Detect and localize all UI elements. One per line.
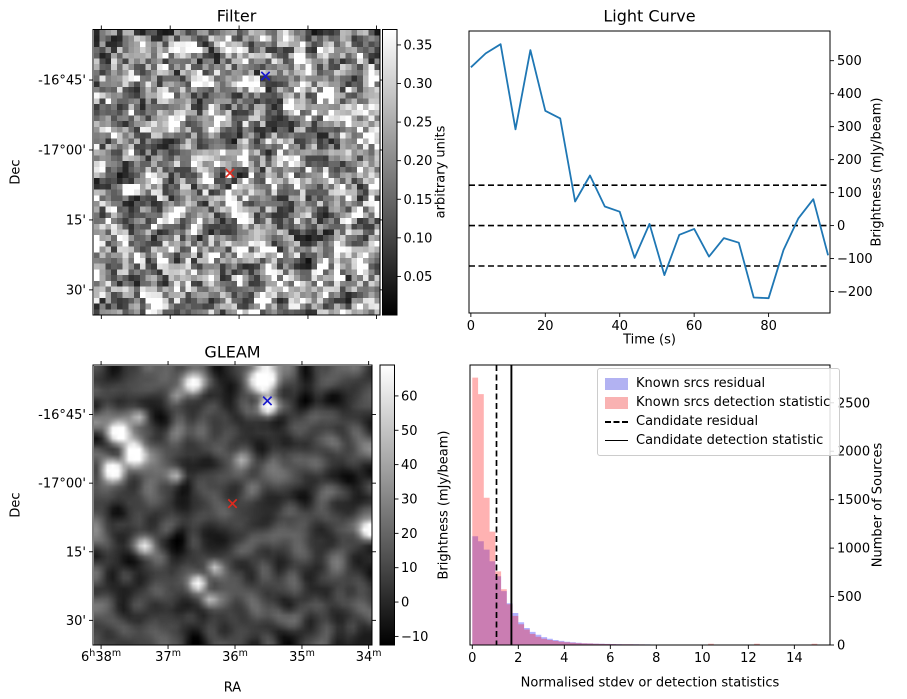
- svg-text:12: 12: [740, 651, 757, 666]
- legend-label: Known srcs residual: [636, 376, 766, 391]
- svg-text:−10: −10: [401, 630, 428, 645]
- svg-text:1000: 1000: [837, 542, 870, 557]
- gleam-noise-image: [93, 365, 372, 645]
- svg-text:0: 0: [837, 219, 845, 234]
- legend-label: Known srcs detection statistic: [636, 395, 831, 410]
- svg-text:35m: 35m: [289, 648, 315, 665]
- svg-text:1500: 1500: [837, 493, 870, 508]
- histogram-series-0: [472, 536, 818, 645]
- svg-text:200: 200: [837, 153, 862, 168]
- light-curve-xlabel: Time (s): [623, 332, 676, 348]
- svg-text:34m: 34m: [356, 648, 382, 665]
- svg-text:10: 10: [401, 561, 418, 576]
- svg-text:14: 14: [786, 651, 803, 666]
- svg-text:0.10: 0.10: [404, 231, 433, 246]
- legend-swatch-dashed-line: [605, 420, 628, 423]
- gleam-ylabel: Dec: [8, 492, 24, 518]
- svg-text:30: 30: [401, 492, 418, 507]
- histogram-xlabel: Normalised stdev or detection statistics: [520, 675, 780, 691]
- svg-text:-16°45': -16°45': [38, 74, 86, 89]
- svg-text:500: 500: [837, 590, 862, 605]
- svg-text:0.20: 0.20: [404, 154, 433, 169]
- gleam-colorbar-label: Brightness (mJy/beam): [436, 430, 452, 580]
- svg-text:2500: 2500: [837, 396, 870, 411]
- svg-text:40: 40: [611, 319, 628, 334]
- svg-text:80: 80: [760, 319, 777, 334]
- svg-text:0: 0: [401, 596, 409, 611]
- svg-text:8: 8: [652, 651, 660, 666]
- legend-label: Candidate detection statistic: [636, 433, 824, 448]
- legend-swatch-solid-line: [605, 440, 628, 441]
- svg-text:400: 400: [837, 87, 862, 102]
- svg-text:30': 30': [66, 283, 86, 298]
- svg-text:0.15: 0.15: [404, 193, 433, 208]
- legend-item-known-detstat: Known srcs detection statistic: [605, 393, 830, 412]
- svg-text:10: 10: [694, 651, 711, 666]
- filter-ylabel: Dec: [8, 159, 24, 185]
- svg-text:0.05: 0.05: [404, 270, 433, 285]
- svg-text:−100: −100: [837, 252, 873, 267]
- legend-label: Candidate residual: [636, 414, 759, 429]
- svg-text:0: 0: [837, 639, 845, 654]
- legend-swatch-blue-patch: [605, 377, 628, 390]
- svg-text:4: 4: [560, 651, 568, 666]
- svg-text:20: 20: [401, 527, 418, 542]
- svg-text:300: 300: [837, 120, 862, 135]
- filter-colorbar-label: arbitrary units: [433, 125, 449, 219]
- filter-noise-image: [93, 30, 380, 315]
- light-curve-ylabel: Brightness (mJy/beam): [869, 97, 885, 247]
- known-source-marker-x: [260, 71, 271, 81]
- gleam-title: GLEAM: [204, 342, 261, 362]
- candidate-marker-x: [227, 498, 238, 509]
- svg-text:-17°00': -17°00': [38, 143, 86, 158]
- svg-text:−200: −200: [837, 285, 873, 300]
- svg-text:15': 15': [66, 213, 86, 228]
- legend-item-candidate-detstat: Candidate detection statistic: [605, 431, 830, 450]
- svg-text:60: 60: [401, 389, 418, 404]
- svg-text:50: 50: [401, 424, 418, 439]
- svg-text:30': 30': [66, 614, 86, 629]
- svg-text:0: 0: [467, 319, 475, 334]
- candidate-marker-x: [225, 168, 235, 178]
- svg-text:6h38m: 6h38m: [81, 648, 121, 665]
- svg-text:60: 60: [686, 319, 703, 334]
- svg-text:37m: 37m: [155, 648, 181, 665]
- svg-text:2000: 2000: [837, 445, 870, 460]
- svg-text:500: 500: [837, 54, 862, 69]
- legend-item-known-residual: Known srcs residual: [605, 374, 830, 393]
- legend-item-candidate-residual: Candidate residual: [605, 412, 830, 431]
- svg-text:0.35: 0.35: [404, 38, 433, 53]
- svg-text:0: 0: [468, 651, 476, 666]
- svg-text:20: 20: [537, 319, 554, 334]
- light-curve-title: Light Curve: [603, 6, 696, 26]
- svg-text:36m: 36m: [222, 648, 248, 665]
- svg-text:0.25: 0.25: [404, 116, 433, 131]
- svg-text:0.30: 0.30: [404, 77, 433, 92]
- svg-text:100: 100: [837, 186, 862, 201]
- gleam-xlabel: RA: [223, 680, 242, 696]
- svg-text:6: 6: [606, 651, 614, 666]
- svg-text:2: 2: [514, 651, 522, 666]
- filter-title: Filter: [216, 6, 257, 26]
- light-curve-series: [470, 43, 829, 300]
- svg-text:40: 40: [401, 458, 418, 473]
- known-source-marker-x: [262, 396, 273, 406]
- histogram-legend: Known srcs residual Known srcs detection…: [597, 368, 841, 456]
- histogram-series-1: [472, 377, 818, 645]
- legend-swatch-pink-patch: [605, 396, 628, 409]
- histogram-ylabel: Number of Sources: [870, 442, 886, 568]
- svg-text:15': 15': [66, 545, 86, 560]
- svg-text:-16°45': -16°45': [38, 408, 86, 423]
- svg-text:-17°00': -17°00': [38, 477, 86, 492]
